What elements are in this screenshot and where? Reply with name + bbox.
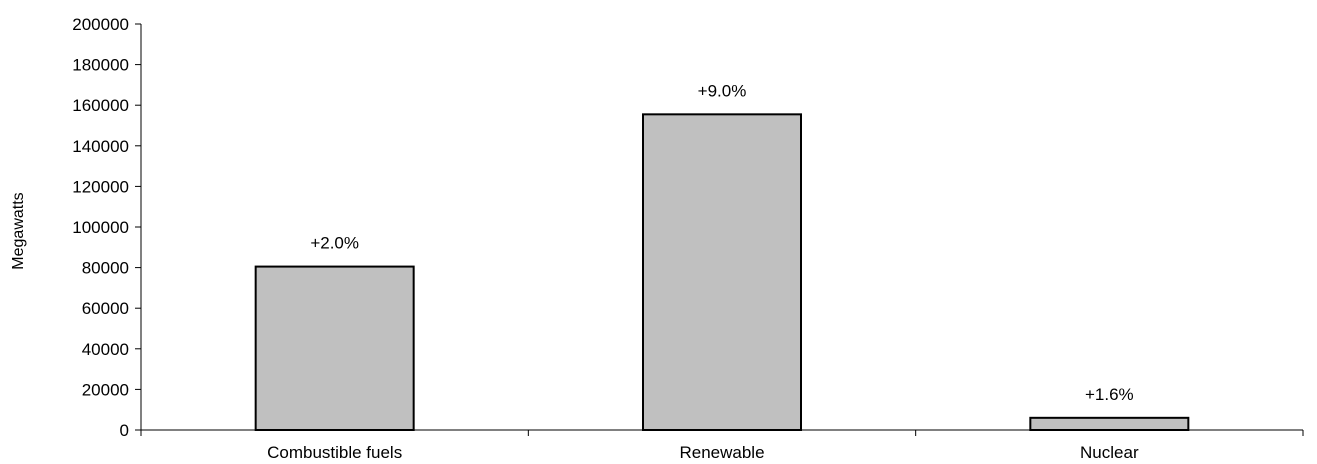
x-tick-label: Renewable (679, 443, 764, 462)
y-tick-label: 100000 (72, 218, 129, 237)
y-tick-label: 120000 (72, 177, 129, 196)
y-axis-title: Megawatts (10, 192, 27, 269)
bar-data-label: +1.6% (1085, 385, 1134, 404)
y-tick-label: 160000 (72, 96, 129, 115)
x-axis-ticks: Combustible fuels Renewable Nuclear (140, 430, 1304, 462)
y-tick-label: 0 (120, 421, 129, 440)
y-tick-label: 180000 (72, 56, 129, 75)
y-tick-label: 20000 (82, 380, 129, 399)
y-tick-label: 200000 (72, 15, 129, 34)
y-tick-label: 40000 (82, 340, 129, 359)
bar (642, 113, 802, 432)
bar-data-label: +9.0% (698, 81, 747, 100)
bars (254, 113, 1190, 432)
x-tick-label: Nuclear (1080, 443, 1139, 462)
y-tick-label: 140000 (72, 137, 129, 156)
bar (254, 265, 415, 431)
y-axis-ticks: 0 20000 40000 60000 80000 100000 120000 140000 1… (72, 15, 141, 440)
x-tick-label: Combustible fuels (267, 443, 402, 462)
y-tick-label: 80000 (82, 259, 129, 278)
bar (1029, 416, 1190, 432)
data-labels: +2.0% +9.0% +1.6% (310, 81, 1133, 403)
y-tick-label: 60000 (82, 299, 129, 318)
bar-data-label: +2.0% (310, 234, 359, 253)
